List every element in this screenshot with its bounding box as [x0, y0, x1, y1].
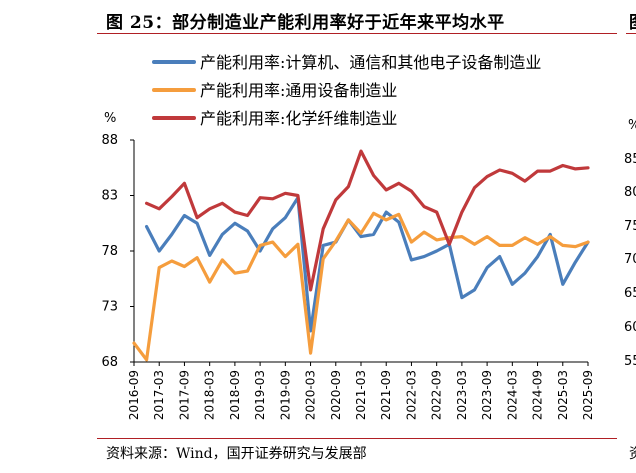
- x-tick-label: 2016-09: [127, 370, 141, 420]
- adjacent-tick-fragment: 65: [624, 286, 636, 301]
- adjacent-tick-fragment: 70: [624, 252, 636, 267]
- y-tick-label: 68: [101, 355, 118, 370]
- y-tick-label: 78: [101, 244, 118, 259]
- x-tick-label: 2025-03: [556, 370, 570, 420]
- y-tick-label: 73: [101, 300, 118, 315]
- x-tick-label: 2022-09: [430, 370, 444, 420]
- legend-label-1: 产能利用率:计算机、通信和其他电子设备制造业: [200, 53, 541, 72]
- y-tick-label: 83: [101, 189, 118, 204]
- x-tick-label: 2024-09: [531, 370, 545, 420]
- line-chart: % 68 73 78 83 88 2016-09 2017-03 2017-09 2018-03 2…: [101, 53, 595, 420]
- y-tick-label: 88: [101, 133, 118, 148]
- x-tick-label: 2024-03: [505, 370, 519, 420]
- chart-legend: 产能利用率:计算机、通信和其他电子设备制造业产能利用率:通用设备制造业产能利用率…: [152, 53, 541, 128]
- adjacent-figure-title-fragment: 图: [629, 8, 636, 33]
- source-note: 资料来源：Wind，国开证券研究与发展部: [106, 446, 367, 462]
- adjacent-tick-fragment: 80: [624, 185, 636, 200]
- source-rule: [97, 438, 617, 439]
- figure-title: 图 25：部分制造业产能利用率好于近年来平均水平: [106, 13, 505, 33]
- adjacent-unit-fragment: %: [628, 118, 636, 133]
- x-tick-label: 2022-03: [404, 370, 418, 420]
- x-tick-label: 2018-09: [228, 370, 242, 420]
- title-rule: [97, 33, 617, 34]
- x-tick-label: 2017-09: [177, 370, 191, 420]
- adjacent-tick-fragment: 55: [624, 354, 636, 369]
- y-axis-unit: %: [104, 111, 116, 126]
- series-line-3: [145, 149, 590, 292]
- x-tick-label: 2021-09: [379, 370, 393, 420]
- x-tick-label: 2023-09: [480, 370, 494, 420]
- legend-label-2: 产能利用率:通用设备制造业: [200, 81, 397, 100]
- x-tick-label: 2019-03: [253, 370, 267, 420]
- x-tick-label: 2020-09: [329, 370, 343, 420]
- series-line-2: [132, 211, 590, 362]
- x-tick-label: 2025-09: [581, 370, 595, 420]
- adjacent-chart-fragment: % 85 80 75 70 65 60 55: [620, 0, 636, 473]
- x-tick-label: 2018-03: [203, 370, 217, 420]
- x-tick-label: 2017-03: [152, 370, 166, 420]
- adjacent-tick-fragment: 85: [624, 152, 636, 167]
- adjacent-tick-fragment: 60: [624, 320, 636, 335]
- series-line-1: [145, 196, 590, 333]
- chart-series-lines: [132, 149, 590, 362]
- adjacent-title-rule: [626, 33, 636, 34]
- chart-axes: % 68 73 78 83 88 2016-09 2017-03 2017-09 2018-03 2…: [101, 111, 595, 420]
- legend-label-3: 产能利用率:化学纤维制造业: [200, 109, 397, 128]
- x-tick-label: 2021-03: [354, 370, 368, 420]
- adjacent-tick-fragment: 75: [624, 219, 636, 234]
- x-tick-label: 2023-03: [455, 370, 469, 420]
- x-tick-label: 2020-03: [304, 370, 318, 420]
- adjacent-source-fragment: 资: [629, 443, 636, 463]
- x-tick-label: 2019-09: [278, 370, 292, 420]
